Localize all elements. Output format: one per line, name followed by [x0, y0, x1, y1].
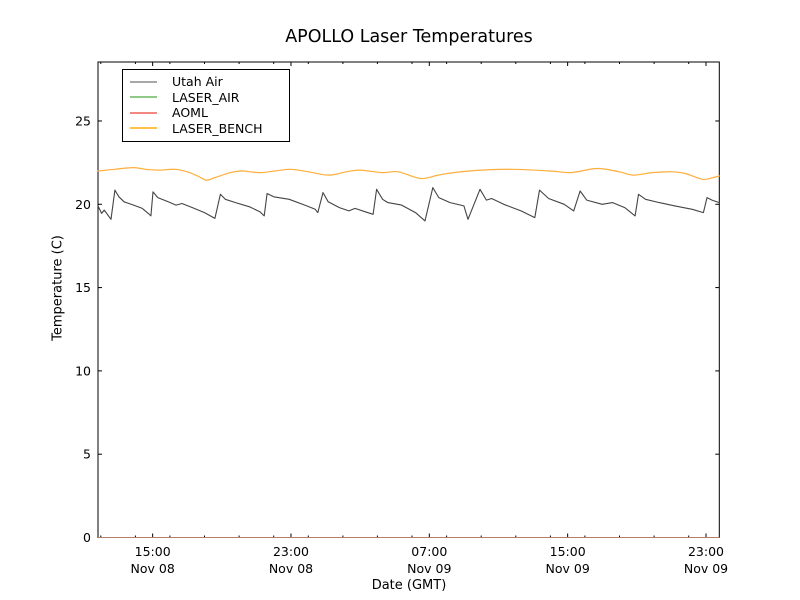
legend-label: Utah Air — [172, 74, 223, 90]
laser-air-line-swatch — [130, 96, 157, 99]
x-tick-label-time: 15:00 — [135, 544, 171, 559]
x-tick-label-date: Nov 09 — [684, 561, 728, 576]
series-line-utah-air — [97, 187, 720, 222]
legend-item-utah-air: Utah Air — [123, 74, 289, 90]
x-tick-label-date: Nov 09 — [407, 561, 451, 576]
x-tick-label-date: Nov 08 — [269, 561, 313, 576]
y-tick-label: 20 — [75, 197, 91, 212]
x-tick-label-time: 23:00 — [688, 544, 724, 559]
laser-bench-line-swatch — [130, 127, 157, 130]
legend-box: Utah Air LASER_AIR AOML LASER_BENCH — [122, 69, 290, 142]
y-tick-label: 5 — [83, 447, 91, 462]
x-tick-label-time: 07:00 — [411, 544, 447, 559]
y-tick-label: 0 — [83, 530, 91, 545]
y-tick-label: 25 — [75, 113, 91, 128]
x-tick-label-time: 15:00 — [550, 544, 586, 559]
chart-title: APOLLO Laser Temperatures — [285, 27, 533, 47]
legend-item-aoml: AOML — [123, 105, 289, 121]
x-tick-label-time: 23:00 — [273, 544, 309, 559]
x-tick-label-date: Nov 08 — [131, 561, 175, 576]
series-line-laser-bench — [97, 167, 720, 181]
y-tick-label: 10 — [75, 363, 91, 378]
y-axis-label: Temperature (C) — [50, 235, 66, 341]
utah-air-line-swatch — [130, 80, 157, 83]
aoml-line-swatch — [130, 111, 157, 114]
x-tick-label-date: Nov 09 — [546, 561, 590, 576]
legend-item-laser-bench: LASER_BENCH — [123, 121, 289, 137]
x-axis-label: Date (GMT) — [371, 578, 447, 593]
legend-item-laser-air: LASER_AIR — [123, 90, 289, 106]
legend-label: LASER_BENCH — [172, 120, 263, 136]
legend-label: LASER_AIR — [172, 89, 240, 105]
y-tick-label: 15 — [75, 280, 91, 295]
legend-label: AOML — [172, 105, 208, 121]
